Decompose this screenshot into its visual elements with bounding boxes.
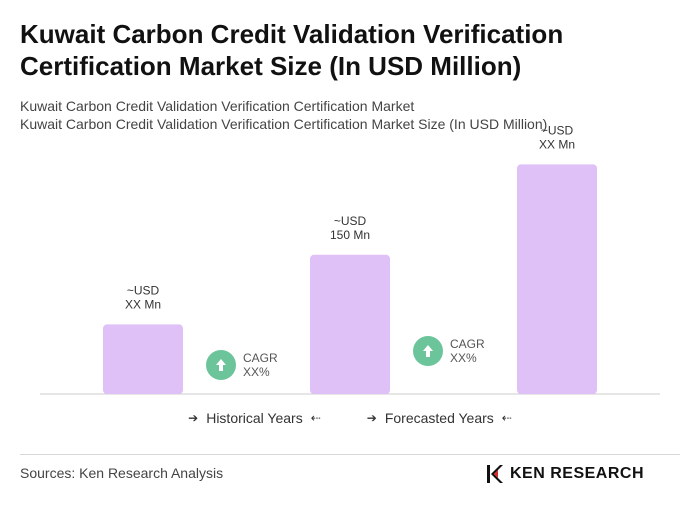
bar-label-2-line-2: 150 Mn	[330, 228, 370, 242]
cagr-value-1: XX%	[243, 365, 270, 379]
footer-divider	[20, 454, 680, 455]
ken-logo-icon	[487, 465, 503, 483]
arrow-right-icon: ➔	[188, 411, 199, 425]
bar-label-1-line-1: ~USD	[127, 283, 160, 297]
arrow-up-icon	[216, 359, 226, 371]
chart-subtitle: Kuwait Carbon Credit Validation Verifica…	[20, 98, 415, 114]
legend-historical: ➔ Historical Years ⇠	[188, 410, 321, 426]
ken-research-logo: KEN RESEARCH	[486, 464, 644, 484]
arrow-right-icon: ➔	[366, 411, 377, 425]
cagr-label-2: CAGR	[450, 337, 485, 351]
legend-historical-label: Historical Years	[206, 410, 303, 426]
cagr-label-1: CAGR	[243, 351, 278, 365]
chart-title: Kuwait Carbon Credit Validation Verifica…	[20, 19, 564, 81]
bar-label-3-line-1: ~USD	[541, 123, 574, 137]
legend: ➔ Historical Years ⇠ ➔ Forecasted Years …	[0, 410, 700, 426]
bar-label-1-line-2: XX Mn	[125, 297, 161, 311]
bar-label-2-line-1: ~USD	[334, 214, 367, 228]
cagr-value-2: XX%	[450, 351, 477, 365]
legend-forecasted-label: Forecasted Years	[384, 410, 494, 426]
logo-text: KEN RESEARCH	[510, 465, 645, 482]
bar-2	[310, 254, 390, 394]
bar-1	[103, 324, 183, 394]
legend-forecasted: ➔ Forecasted Years ⇠	[367, 410, 512, 426]
sources-note: Sources: Ken Research Analysis	[20, 465, 224, 481]
arrow-left-icon: ⇠	[501, 411, 512, 425]
arrow-up-icon	[423, 345, 433, 357]
bar-3	[517, 164, 597, 394]
bar-label-3-line-2: XX Mn	[539, 137, 575, 151]
arrow-left-icon: ⇠	[310, 411, 321, 425]
chart-subtitle-secondary: Kuwait Carbon Credit Validation Verifica…	[20, 116, 548, 132]
